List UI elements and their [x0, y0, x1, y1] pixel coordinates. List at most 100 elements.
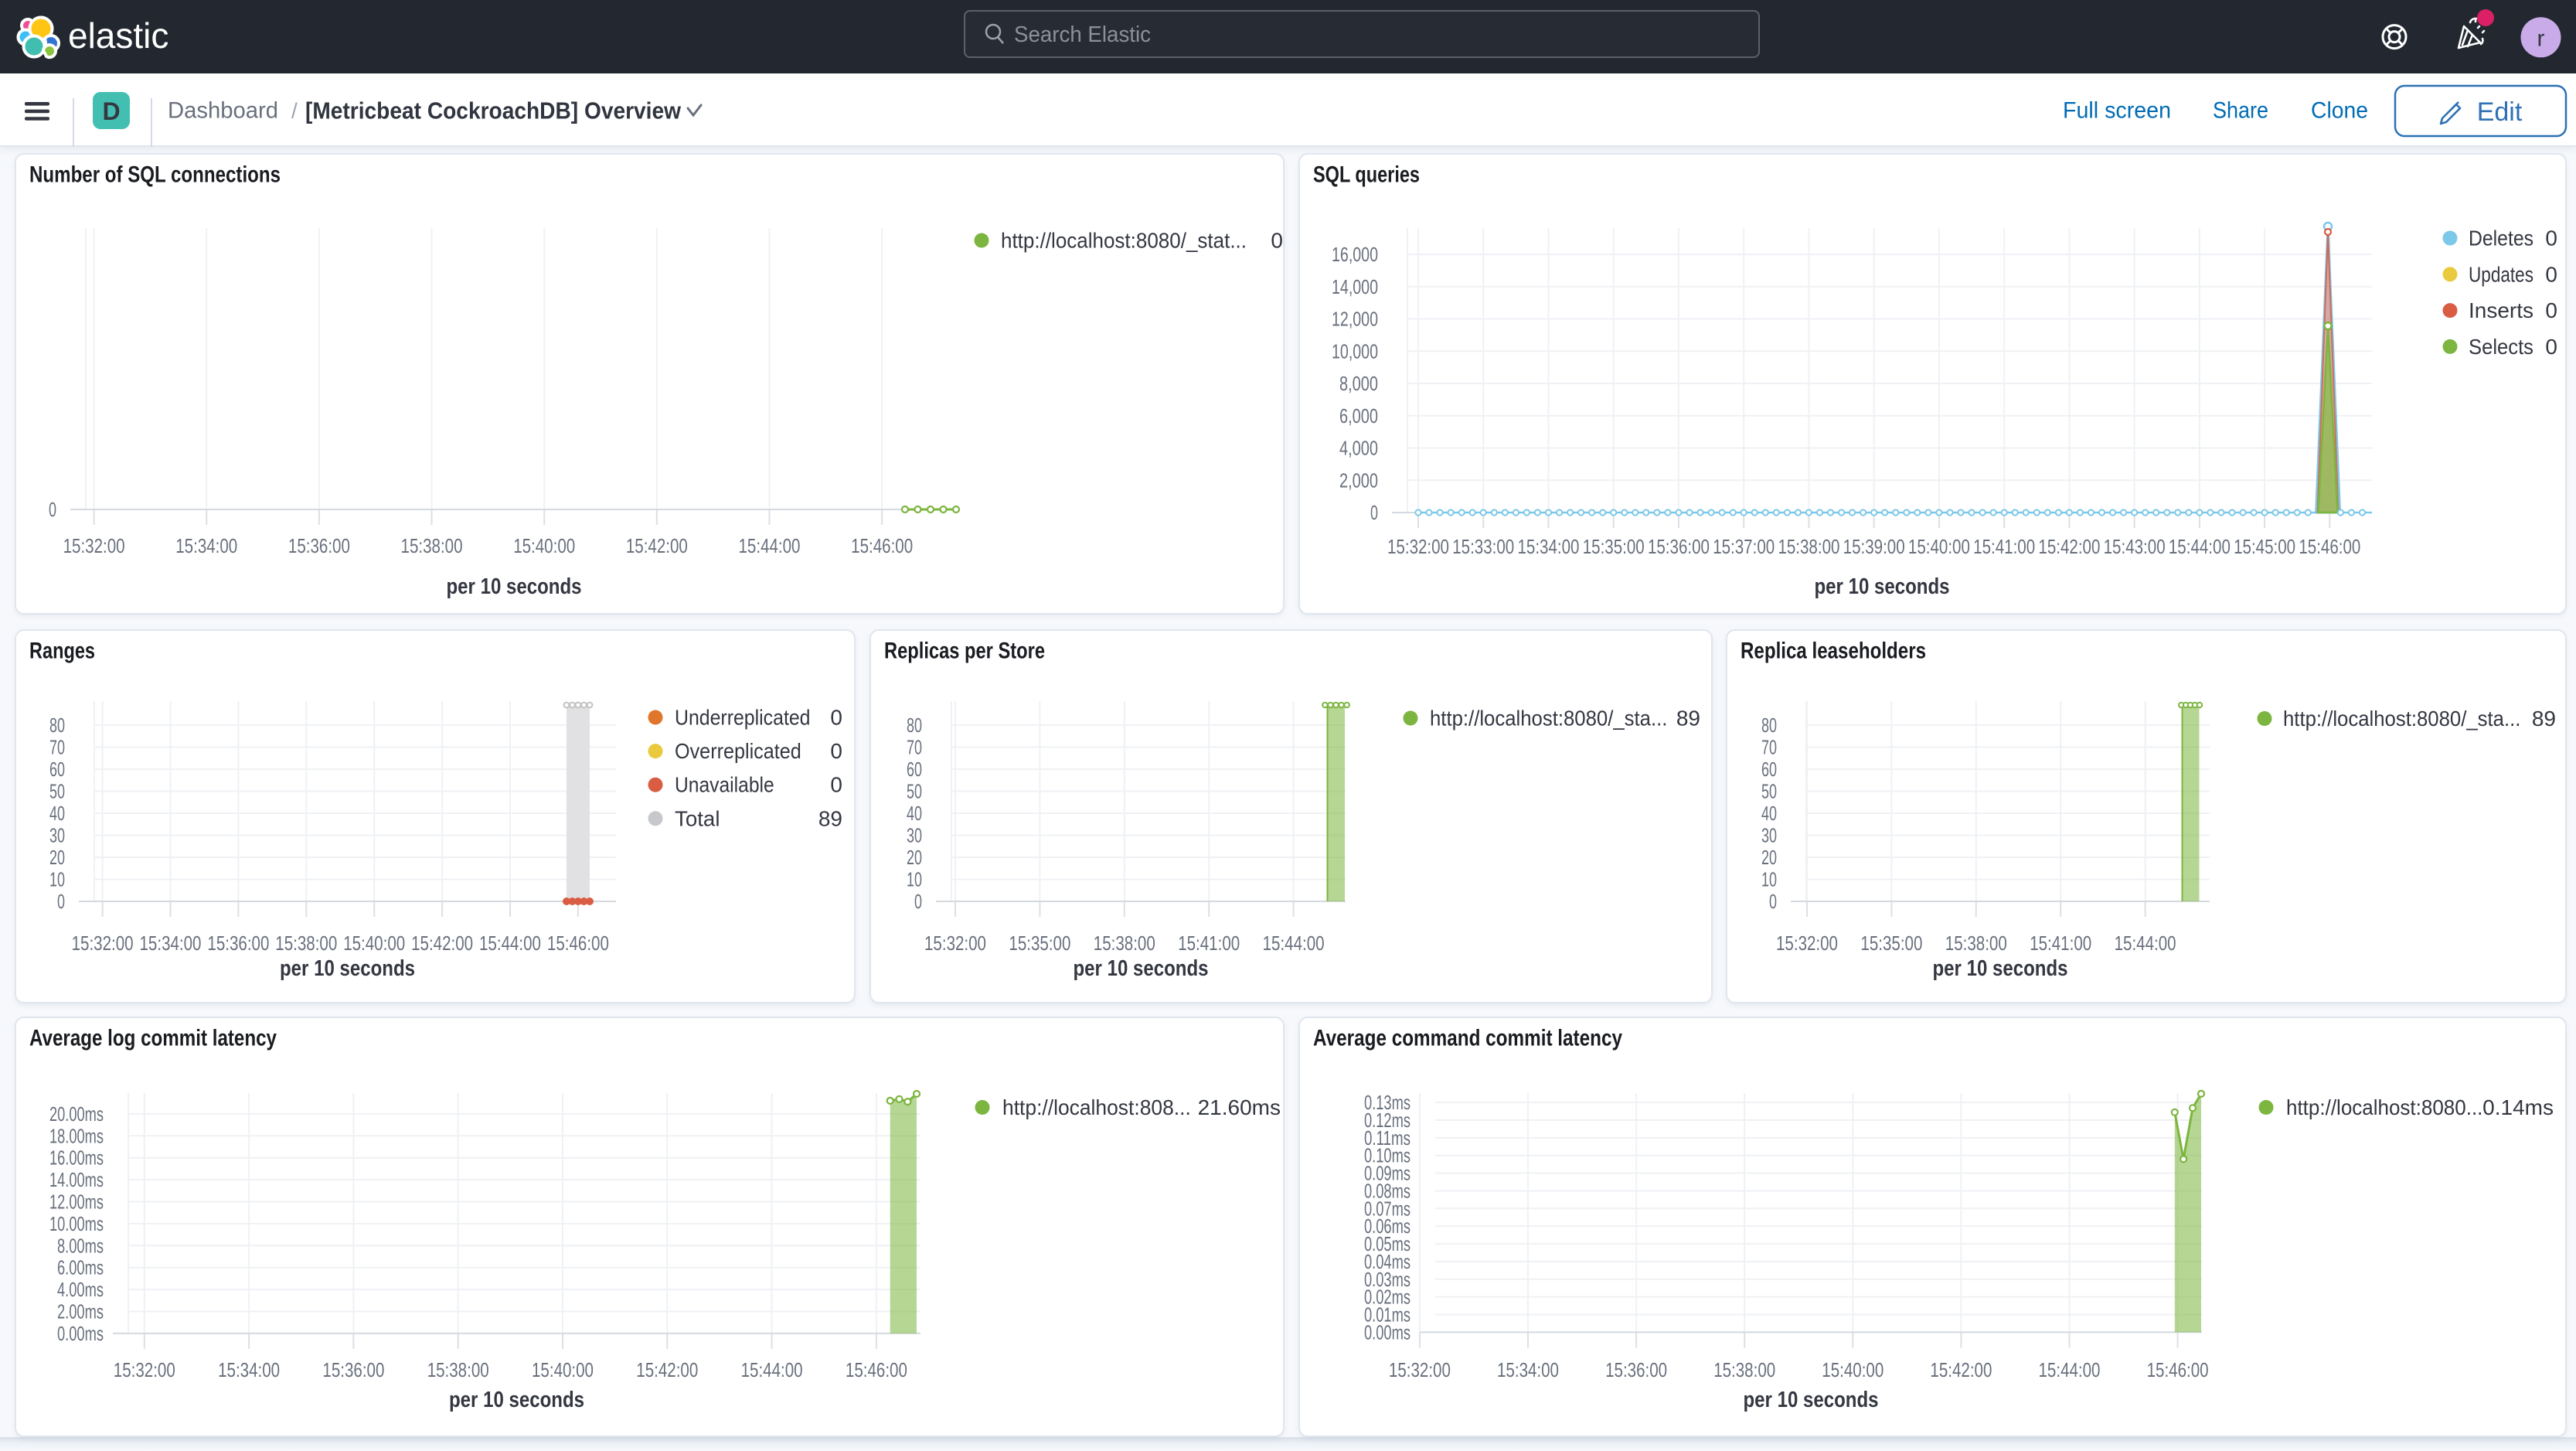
svg-text:0.12ms: 0.12ms — [1364, 1109, 1411, 1132]
svg-text:Replica leaseholders: Replica leaseholders — [1741, 639, 1926, 664]
svg-text:2.00ms: 2.00ms — [57, 1300, 104, 1323]
svg-text:2,000: 2,000 — [1339, 468, 1378, 492]
svg-text:15:42:00: 15:42:00 — [2038, 535, 2100, 558]
svg-text:0: 0 — [1370, 501, 1378, 524]
svg-text:15:34:00: 15:34:00 — [175, 534, 237, 557]
svg-text:10: 10 — [49, 868, 65, 891]
svg-text:0: 0 — [914, 890, 922, 913]
svg-text:0.07ms: 0.07ms — [1364, 1197, 1411, 1220]
svg-text:15:42:00: 15:42:00 — [636, 1358, 698, 1381]
svg-text:15:34:00: 15:34:00 — [140, 932, 202, 955]
svg-text:0.04ms: 0.04ms — [1364, 1250, 1411, 1273]
svg-text:15:44:00: 15:44:00 — [739, 534, 801, 557]
svg-text:15:46:00: 15:46:00 — [547, 932, 609, 955]
svg-text:0: 0 — [1769, 890, 1777, 913]
svg-text:Selects: Selects — [2469, 335, 2533, 359]
svg-text:14,000: 14,000 — [1332, 275, 1378, 298]
svg-text:20.00ms: 20.00ms — [49, 1102, 104, 1126]
svg-text:0.13ms: 0.13ms — [1364, 1091, 1411, 1114]
svg-text:15:32:00: 15:32:00 — [72, 932, 134, 955]
svg-text:per 10 seconds: per 10 seconds — [1074, 956, 1209, 981]
svg-text:89: 89 — [2532, 707, 2556, 731]
svg-text:15:41:00: 15:41:00 — [1178, 932, 1240, 955]
svg-text:Updates: Updates — [2469, 262, 2533, 286]
svg-text:50: 50 — [1761, 780, 1777, 803]
svg-text:0.06ms: 0.06ms — [1364, 1214, 1411, 1238]
svg-text:4.00ms: 4.00ms — [57, 1278, 104, 1301]
svg-text:15:36:00: 15:36:00 — [322, 1358, 384, 1381]
svg-text:15:46:00: 15:46:00 — [2147, 1358, 2209, 1381]
svg-text:60: 60 — [1761, 758, 1777, 781]
svg-text:15:38:00: 15:38:00 — [1094, 932, 1155, 955]
svg-text:15:32:00: 15:32:00 — [924, 932, 986, 955]
svg-text:15:42:00: 15:42:00 — [411, 932, 473, 955]
svg-text:Inserts: Inserts — [2469, 298, 2533, 322]
svg-text:8.00ms: 8.00ms — [57, 1234, 104, 1257]
svg-text:15:32:00: 15:32:00 — [114, 1358, 175, 1381]
svg-text:8,000: 8,000 — [1339, 372, 1378, 395]
svg-text:15:33:00: 15:33:00 — [1452, 535, 1514, 558]
svg-text:20: 20 — [1761, 846, 1777, 869]
svg-text:15:41:00: 15:41:00 — [2030, 932, 2091, 955]
svg-text:16.00ms: 16.00ms — [49, 1146, 104, 1170]
svg-text:Replicas per Store: Replicas per Store — [884, 639, 1045, 664]
svg-text:0.00ms: 0.00ms — [1364, 1320, 1411, 1344]
svg-text:15:44:00: 15:44:00 — [2039, 1358, 2101, 1381]
svg-text:0: 0 — [2545, 335, 2557, 359]
svg-text:15:38:00: 15:38:00 — [275, 932, 337, 955]
svg-text:15:35:00: 15:35:00 — [1583, 535, 1645, 558]
svg-text:80: 80 — [1761, 714, 1777, 737]
svg-text:15:40:00: 15:40:00 — [532, 1358, 594, 1381]
svg-text:50: 50 — [49, 780, 65, 803]
svg-text:0: 0 — [830, 773, 842, 797]
svg-text:15:44:00: 15:44:00 — [2115, 932, 2176, 955]
svg-text:15:32:00: 15:32:00 — [63, 534, 125, 557]
svg-text:r: r — [2537, 26, 2545, 52]
svg-text:SQL queries: SQL queries — [1313, 162, 1420, 188]
svg-text:0.01ms: 0.01ms — [1364, 1303, 1411, 1327]
svg-text:15:44:00: 15:44:00 — [2169, 535, 2231, 558]
svg-text:15:37:00: 15:37:00 — [1713, 535, 1775, 558]
svg-text:6.00ms: 6.00ms — [57, 1256, 104, 1279]
svg-text:http://localhost:8080/_sta...: http://localhost:8080/_sta... — [2283, 707, 2520, 731]
svg-text:10: 10 — [1761, 868, 1777, 891]
svg-text:per 10 seconds: per 10 seconds — [1933, 956, 2068, 981]
svg-text:Share: Share — [2213, 98, 2268, 124]
svg-text:15:40:00: 15:40:00 — [1908, 535, 1970, 558]
svg-text:15:35:00: 15:35:00 — [1860, 932, 1922, 955]
svg-text:15:44:00: 15:44:00 — [479, 932, 541, 955]
svg-text:15:38:00: 15:38:00 — [401, 534, 463, 557]
svg-text:http://localhost:808...: http://localhost:808... — [1002, 1095, 1191, 1119]
svg-text:http://localhost:8080...: http://localhost:8080... — [2286, 1095, 2482, 1119]
svg-text:15:43:00: 15:43:00 — [2104, 535, 2166, 558]
svg-text:Ranges: Ranges — [29, 639, 95, 664]
svg-text:Full screen: Full screen — [2063, 98, 2171, 124]
svg-text:12,000: 12,000 — [1332, 308, 1378, 331]
svg-text:12.00ms: 12.00ms — [49, 1190, 104, 1214]
svg-text:Edit: Edit — [2477, 97, 2523, 127]
svg-text:0.11ms: 0.11ms — [1364, 1126, 1411, 1150]
svg-text:15:40:00: 15:40:00 — [343, 932, 405, 955]
svg-text:per 10 seconds: per 10 seconds — [449, 1388, 584, 1412]
svg-text:Clone: Clone — [2311, 98, 2368, 124]
svg-text:Unavailable: Unavailable — [675, 773, 774, 797]
svg-text:40: 40 — [49, 802, 65, 825]
svg-text:0: 0 — [2545, 227, 2557, 250]
svg-text:0.03ms: 0.03ms — [1364, 1268, 1411, 1291]
svg-text:15:38:00: 15:38:00 — [1713, 1358, 1775, 1381]
svg-text:18.00ms: 18.00ms — [49, 1124, 104, 1147]
svg-text:4,000: 4,000 — [1339, 437, 1378, 460]
svg-text:0: 0 — [830, 706, 842, 730]
svg-text:20: 20 — [49, 846, 65, 869]
svg-text:30: 30 — [49, 824, 65, 847]
svg-text:15:38:00: 15:38:00 — [1778, 535, 1839, 558]
svg-text:0.00ms: 0.00ms — [57, 1322, 104, 1345]
svg-text:60: 60 — [49, 758, 65, 781]
svg-text:10,000: 10,000 — [1332, 339, 1378, 363]
svg-text:50: 50 — [907, 780, 922, 803]
svg-text:per 10 seconds: per 10 seconds — [1744, 1388, 1879, 1412]
svg-text:15:36:00: 15:36:00 — [207, 932, 269, 955]
svg-text:Total: Total — [675, 806, 720, 830]
svg-text:0.10ms: 0.10ms — [1364, 1144, 1411, 1167]
svg-text:0.09ms: 0.09ms — [1364, 1162, 1411, 1185]
